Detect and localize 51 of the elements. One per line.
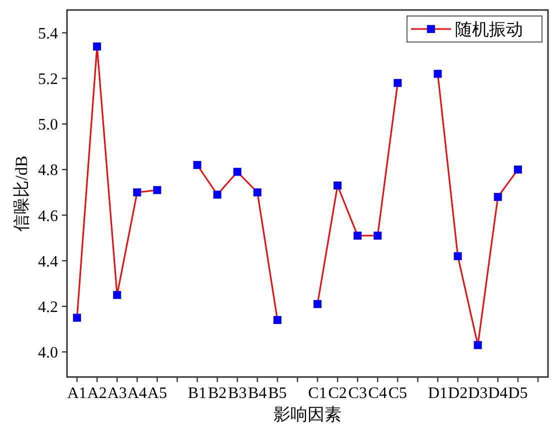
- y-tick-label: 5.2: [38, 70, 58, 88]
- x-tick-label: C5: [388, 385, 408, 402]
- point: [193, 161, 202, 170]
- point: [73, 314, 82, 322]
- x-tick-label: B3: [228, 385, 247, 402]
- x-axis-title: 影响因素: [274, 405, 342, 424]
- x-tick-label: D4: [488, 385, 508, 402]
- x-tick-label: C4: [368, 385, 387, 402]
- point: [474, 341, 482, 350]
- point: [374, 232, 382, 240]
- point: [113, 290, 122, 299]
- x-tick-label: A3: [107, 385, 127, 402]
- point: [93, 42, 102, 50]
- y-tick-label: 4.8: [38, 162, 58, 180]
- y-tick-label: 4.0: [38, 344, 58, 362]
- x-tick-label: D3: [468, 385, 488, 402]
- x-tick-label: D2: [448, 385, 468, 402]
- point: [494, 192, 502, 201]
- x-tick-label: B1: [188, 385, 207, 402]
- y-tick-label: 4.6: [38, 208, 58, 225]
- point: [133, 188, 142, 196]
- point: [233, 168, 242, 176]
- point: [454, 252, 462, 260]
- y-tick-label: 5.0: [38, 116, 58, 134]
- point: [213, 190, 222, 199]
- x-tick-label: A5: [147, 385, 167, 402]
- x-tick-label: B4: [248, 385, 267, 402]
- point: [314, 300, 322, 308]
- point: [153, 186, 162, 194]
- point: [354, 232, 362, 240]
- y-axis-title: 信噪比/dB: [12, 156, 31, 232]
- point: [434, 70, 442, 78]
- y-tick-label: 4.2: [38, 298, 58, 316]
- y-tick-label: 5.4: [38, 25, 58, 42]
- x-tick-label: A1: [67, 385, 87, 402]
- point: [273, 316, 282, 324]
- x-tick-label: D1: [428, 385, 448, 402]
- point: [394, 78, 402, 87]
- legend-label: 随机振动: [455, 20, 523, 39]
- x-tick-label: B5: [268, 385, 287, 402]
- point: [514, 166, 522, 174]
- x-tick-label: B2: [208, 385, 227, 402]
- x-tick-label: C3: [348, 385, 367, 402]
- point: [253, 188, 262, 196]
- x-tick-label: C1: [308, 385, 327, 402]
- y-tick-label: 4.4: [38, 253, 58, 270]
- point: [334, 182, 342, 190]
- x-tick-label: A2: [87, 385, 107, 402]
- x-tick-label: C2: [328, 385, 347, 402]
- x-tick-label: D5: [508, 385, 528, 402]
- x-tick-label: A4: [127, 385, 147, 402]
